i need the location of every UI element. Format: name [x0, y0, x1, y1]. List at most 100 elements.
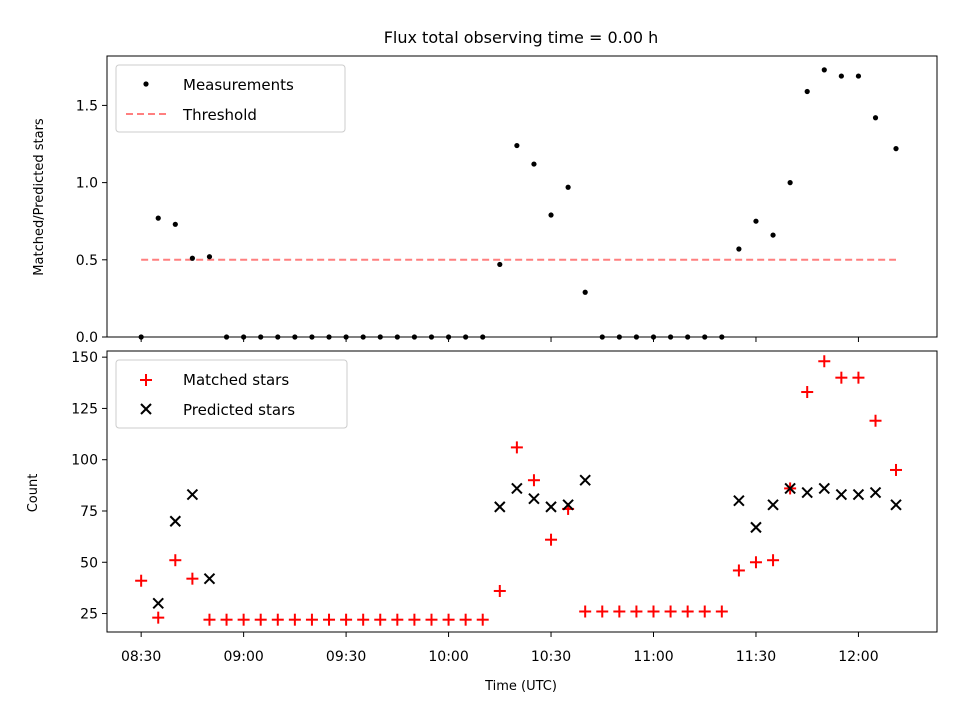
measurement-point	[821, 67, 827, 73]
legend-predicted-marker	[140, 403, 152, 415]
matched-star-point	[374, 613, 387, 626]
predicted-star-point	[203, 572, 216, 585]
legend-threshold-label: Threshold	[182, 106, 257, 124]
bottom-ytick-label: 100	[71, 453, 98, 469]
matched-star-point	[442, 613, 455, 626]
matched-star-point	[305, 613, 318, 626]
matched-star-point	[527, 474, 540, 487]
bottom-xtick-label: 11:00	[633, 649, 673, 665]
measurement-point	[548, 212, 554, 218]
measurement-point	[155, 215, 161, 221]
measurement-point	[838, 73, 844, 79]
matched-star-point	[715, 605, 728, 618]
bottom-ytick-label: 50	[80, 555, 98, 571]
matched-star-point	[135, 574, 148, 587]
bottom-xtick-label: 10:00	[428, 649, 468, 665]
matched-star-point	[271, 613, 284, 626]
matched-star-point	[425, 613, 438, 626]
matched-star-point	[152, 611, 165, 624]
legend-predicted-label: Predicted stars	[183, 401, 295, 419]
matched-star-point	[459, 613, 472, 626]
bottom-xtick-label: 10:30	[531, 649, 571, 665]
predicted-star-point	[562, 499, 574, 511]
measurement-point	[770, 232, 776, 238]
predicted-star-point	[869, 486, 882, 499]
predicted-star-point	[528, 492, 540, 505]
matched-star-point	[801, 386, 814, 399]
matched-star-point	[510, 441, 523, 454]
measurement-point	[565, 184, 571, 190]
matched-star-point	[323, 613, 336, 626]
matched-star-point	[476, 613, 489, 626]
matched-star-points	[135, 355, 903, 626]
predicted-star-point	[750, 521, 762, 534]
matched-star-point	[596, 605, 609, 618]
predicted-star-point	[890, 499, 902, 511]
top-y-ticks: 0.0 0.5 1.0 1.5	[76, 98, 107, 346]
matched-star-point	[186, 572, 199, 585]
predicted-star-point	[545, 501, 557, 513]
legend-matched-marker	[140, 374, 152, 386]
matched-star-point	[237, 613, 250, 626]
predicted-star-point	[579, 474, 591, 486]
matched-star-point	[890, 463, 903, 476]
bottom-ytick-label: 125	[71, 401, 98, 417]
predicted-star-point	[835, 488, 848, 501]
bottom-plot-frame	[106, 350, 938, 633]
bottom-x-ticks: 08:30 09:00 09:30 10:00 10:30 11:00 11:30 12:00	[121, 632, 879, 665]
bottom-y-ticks: 25 50 75 100 125 150	[71, 350, 107, 623]
matched-star-point	[493, 584, 506, 597]
predicted-star-point	[511, 482, 523, 495]
measurement-point	[172, 221, 178, 227]
predicted-star-point	[801, 486, 813, 499]
bottom-legend: Matched stars Predicted stars	[115, 359, 348, 429]
matched-star-point	[203, 613, 216, 626]
bottom-xtick-label: 11:30	[736, 649, 776, 665]
measurement-point	[189, 255, 195, 261]
matched-star-point	[647, 605, 660, 618]
bottom-ytick-label: 150	[71, 350, 98, 366]
count-panel: Count Time (UTC) 25 50 75 100 125 150 08:30 09…	[26, 350, 938, 694]
bottom-ytick-label: 75	[80, 504, 98, 520]
top-legend: Measurements Threshold	[115, 64, 346, 133]
matched-star-point	[391, 613, 404, 626]
matched-star-point	[869, 414, 882, 427]
predicted-star-point	[784, 482, 796, 495]
measurement-point	[531, 161, 537, 167]
matched-star-point	[220, 613, 233, 626]
measurement-point	[753, 218, 759, 224]
matched-star-point	[254, 613, 267, 626]
measurement-point	[872, 115, 879, 121]
matched-star-point	[408, 613, 421, 626]
measurement-point	[582, 289, 588, 295]
measurement-point	[514, 142, 520, 149]
predicted-star-point	[494, 501, 506, 513]
top-plot-frame	[106, 55, 938, 338]
matched-star-point	[169, 554, 182, 567]
bottom-xlabel: Time (UTC)	[484, 679, 557, 694]
matched-star-point	[579, 605, 592, 618]
matched-star-point	[681, 605, 694, 618]
measurement-point	[804, 88, 810, 95]
measurement-point	[855, 73, 862, 79]
matched-star-point	[288, 613, 301, 626]
matched-star-point	[852, 371, 865, 384]
matched-star-point	[340, 613, 353, 626]
matched-star-point	[545, 533, 558, 546]
predicted-star-point	[852, 488, 865, 501]
legend-matched-label: Matched stars	[183, 371, 289, 389]
matched-star-point	[767, 554, 780, 567]
predicted-star-point	[152, 597, 164, 609]
top-ytick-label: 0.5	[76, 253, 98, 269]
measurement-point	[497, 261, 503, 268]
measurement-point	[787, 180, 793, 186]
bottom-ylabel: Count	[26, 474, 41, 513]
matched-star-point	[357, 613, 370, 626]
predicted-star-point	[767, 499, 779, 511]
matched-star-point	[835, 371, 848, 384]
bottom-ytick-label: 25	[80, 607, 98, 623]
bottom-xtick-label: 12:00	[838, 649, 878, 665]
predicted-star-point	[818, 482, 830, 495]
measurement-point	[893, 146, 899, 152]
